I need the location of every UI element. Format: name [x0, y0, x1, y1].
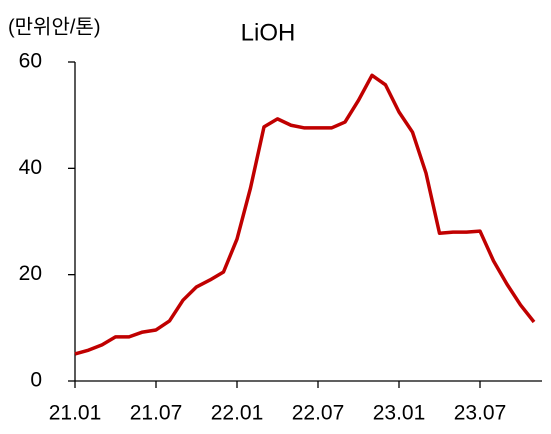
x-tick-label: 22.07 [292, 402, 345, 425]
y-axis-label: (만위안/톤) [8, 15, 100, 38]
data-line [74, 73, 536, 356]
x-tick-label: 21.07 [130, 402, 183, 425]
x-tick-label: 23.01 [373, 402, 426, 425]
y-tick-label: 60 [19, 50, 42, 73]
y-tick-label: 40 [19, 156, 42, 179]
y-tick-label: 20 [19, 262, 42, 285]
x-tick-label: 22.01 [211, 402, 264, 425]
x-tick-label: 23.07 [454, 402, 507, 425]
y-tick-label: 0 [30, 369, 42, 392]
x-tick-label: 21.01 [49, 402, 102, 425]
chart-title: LiOH [241, 19, 296, 46]
